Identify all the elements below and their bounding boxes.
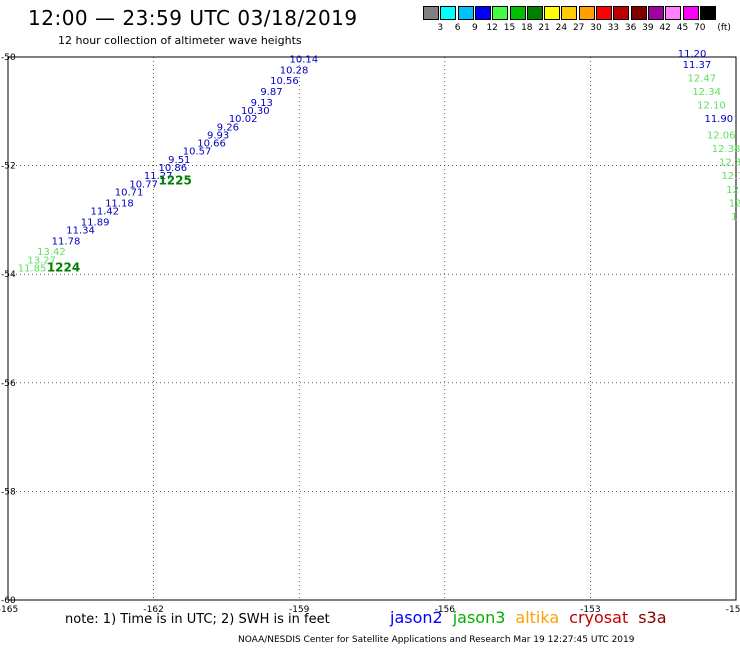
color-scale-label: 6 bbox=[454, 23, 461, 33]
color-scale-swatch bbox=[492, 6, 509, 20]
wave-height-value: 11.27 bbox=[144, 171, 173, 182]
color-scale-swatch bbox=[561, 6, 578, 20]
track-time-label: 1224 bbox=[47, 260, 80, 274]
wave-height-value: 10.86 bbox=[158, 163, 187, 174]
wave-height-value: 11.20 bbox=[678, 49, 707, 60]
color-scale-label: 27 bbox=[572, 23, 585, 33]
wave-height-value: 10.57 bbox=[183, 147, 212, 158]
color-scale-label: 9 bbox=[472, 23, 478, 33]
wave-height-value: 10.30 bbox=[241, 106, 270, 117]
wave-height-value: 12.34 bbox=[692, 87, 721, 98]
satellite-legend: jason2 jason3 altika cryosat s3a bbox=[390, 608, 677, 627]
color-scale-swatch bbox=[544, 6, 561, 20]
color-scale-swatch bbox=[596, 6, 612, 20]
latitude-tick-label: -60 bbox=[1, 596, 16, 606]
longitude-tick-label: -150 bbox=[726, 605, 740, 615]
color-scale-swatch bbox=[613, 6, 630, 20]
wave-height-value: 12.10 bbox=[697, 101, 726, 112]
legend-s3a: s3a bbox=[638, 608, 667, 627]
legend-jason2: jason2 bbox=[390, 608, 443, 627]
color-scale-label: 21 bbox=[538, 23, 550, 33]
color-scale-label: 33 bbox=[607, 23, 620, 33]
longitude-tick-label: -162 bbox=[143, 605, 163, 615]
color-scale-label: 70 bbox=[694, 23, 706, 33]
color-scale-swatch bbox=[509, 6, 526, 20]
color-scale-label: 3 bbox=[437, 23, 444, 33]
latitude-tick-label: -58 bbox=[1, 487, 16, 497]
latitude-tick-label: -50 bbox=[1, 53, 16, 63]
wave-height-value: 11.34 bbox=[66, 225, 95, 236]
wave-height-value: 12.06 bbox=[707, 130, 736, 141]
wave-height-value: 12.39 bbox=[719, 158, 740, 169]
color-scale-label: 24 bbox=[555, 23, 568, 33]
color-scale-swatch bbox=[647, 6, 664, 20]
color-scale-label: 36 bbox=[624, 23, 637, 33]
color-scale-swatch bbox=[526, 6, 543, 20]
longitude-tick-label: -165 bbox=[0, 605, 18, 615]
latitude-tick-label: -52 bbox=[1, 162, 16, 172]
color-scale-unit: (ft) bbox=[717, 23, 731, 33]
wave-height-value: 13.27 bbox=[27, 255, 56, 266]
wave-height-value: 11.78 bbox=[52, 236, 81, 247]
wave-height-value: 10.77 bbox=[129, 179, 158, 190]
color-scale-swatch bbox=[440, 6, 457, 20]
wave-height-value: 10.71 bbox=[115, 187, 144, 198]
map-title: 12:00 — 23:59 UTC 03/18/2019 bbox=[28, 6, 358, 30]
color-scale-swatch bbox=[578, 6, 595, 20]
wave-height-value: 9.26 bbox=[217, 122, 239, 133]
wave-height-value: 10.66 bbox=[197, 139, 226, 150]
color-scale-swatch bbox=[682, 6, 699, 20]
map-frame bbox=[7, 56, 737, 601]
wave-height-value: 9.51 bbox=[168, 155, 190, 166]
wave-height-value: 10.14 bbox=[289, 54, 318, 65]
color-scale-swatch bbox=[699, 6, 716, 20]
wave-height-value: 10.02 bbox=[229, 114, 258, 125]
wave-height-value: 10.28 bbox=[280, 65, 309, 76]
color-scale-swatch bbox=[665, 6, 682, 20]
wave-height-value: 9.87 bbox=[260, 87, 282, 98]
longitude-tick-label: -159 bbox=[289, 605, 310, 615]
note-text: note: 1) Time is in UTC; 2) SWH is in fe… bbox=[65, 612, 330, 627]
color-scale-label: 42 bbox=[659, 23, 671, 33]
color-scale-label: 39 bbox=[642, 23, 654, 33]
color-scale-swatch bbox=[630, 6, 647, 20]
footer-credit: NOAA/NESDIS Center for Satellite Applica… bbox=[238, 635, 635, 645]
legend-jason3: jason3 bbox=[452, 608, 506, 627]
wave-height-value: 13.42 bbox=[37, 247, 66, 258]
wave-height-value: 12 bbox=[729, 198, 740, 209]
map-subtitle: 12 hour collection of altimeter wave hei… bbox=[58, 34, 302, 47]
legend-altika: altika bbox=[515, 608, 560, 627]
color-scale-label: 45 bbox=[676, 23, 689, 33]
wave-height-value: 12.1 bbox=[721, 171, 740, 182]
wave-height-value: 11.90 bbox=[704, 114, 733, 125]
wave-height-value: 11.37 bbox=[683, 60, 712, 71]
wave-height-value: 9.93 bbox=[207, 130, 229, 141]
color-scale-swatch bbox=[457, 6, 474, 20]
wave-height-value: 12.47 bbox=[687, 73, 716, 84]
color-scale-swatch bbox=[423, 6, 439, 20]
color-scale-label: 15 bbox=[503, 23, 516, 33]
track-time-label: 1225 bbox=[158, 174, 191, 188]
wave-height-value: 11.18 bbox=[105, 198, 134, 209]
latitude-tick-label: -54 bbox=[1, 270, 16, 280]
wave-height-value: 12. bbox=[726, 185, 740, 196]
color-scale-label: 18 bbox=[521, 23, 533, 33]
wave-height-value: 11.89 bbox=[81, 217, 110, 228]
wave-height-value: 1 bbox=[731, 212, 737, 223]
color-scale-swatch bbox=[474, 6, 491, 20]
latitude-tick-label: -56 bbox=[1, 379, 16, 389]
wave-height-value: 9.13 bbox=[251, 98, 273, 109]
color-scale-label: 12 bbox=[486, 23, 498, 33]
wave-height-value: 11.85 bbox=[18, 263, 47, 274]
wave-height-value: 12.38 bbox=[712, 144, 740, 155]
wave-height-value: 10.56 bbox=[270, 76, 299, 87]
longitude-tick-label: -156 bbox=[435, 605, 456, 615]
wave-height-value: 11.42 bbox=[91, 206, 120, 217]
legend-cryosat: cryosat bbox=[569, 608, 629, 627]
longitude-tick-label: -153 bbox=[580, 605, 600, 615]
color-scale-label: 30 bbox=[590, 23, 602, 33]
